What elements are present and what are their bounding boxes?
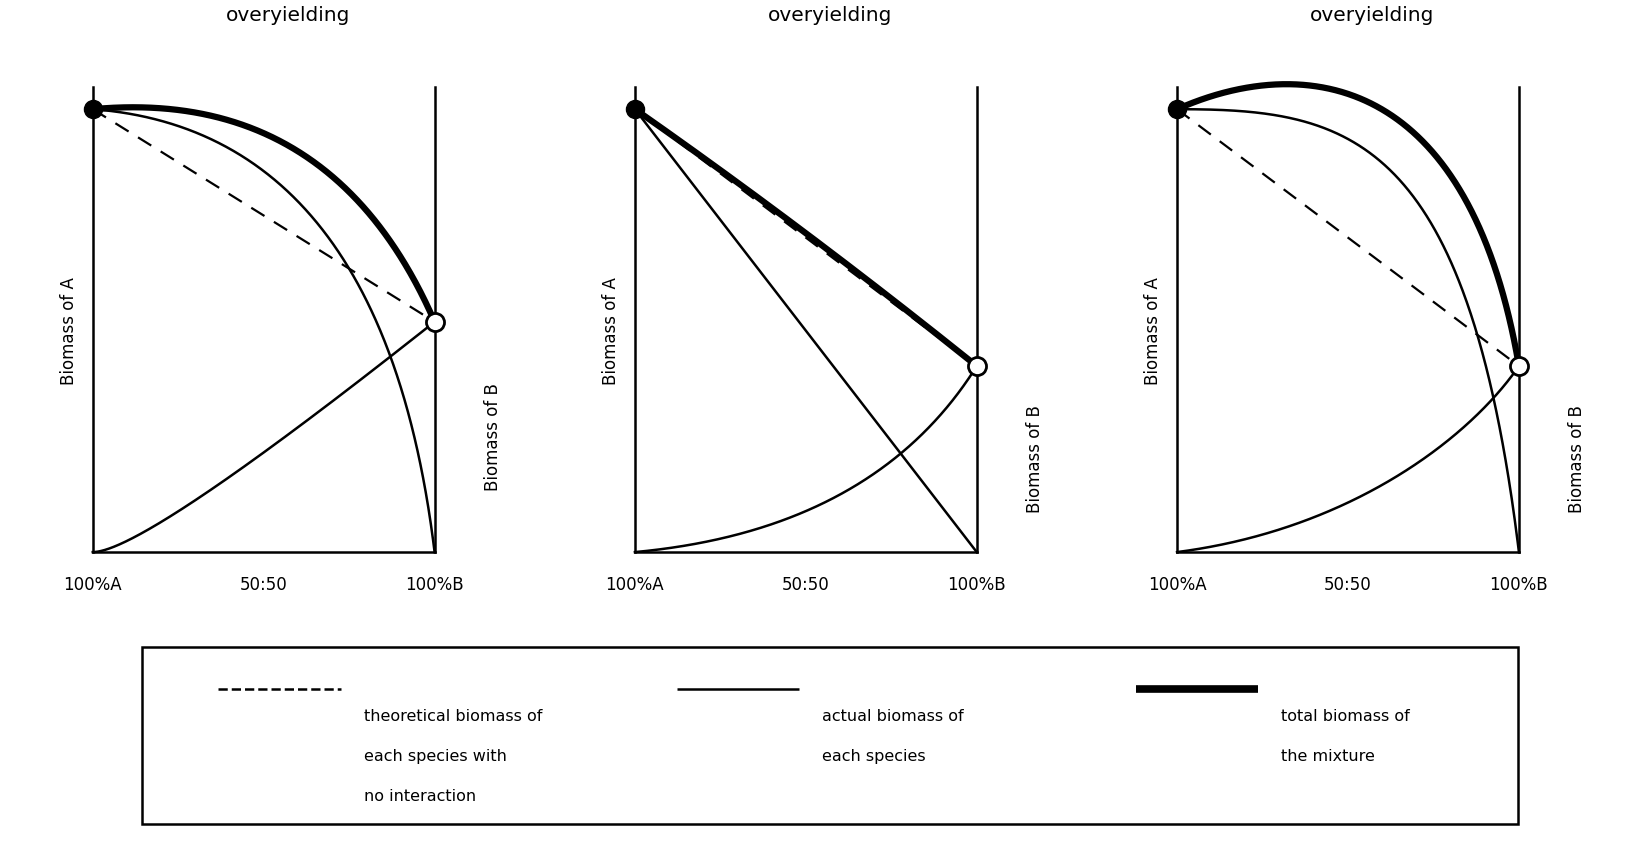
Text: Biomass of A: Biomass of A xyxy=(60,277,78,385)
Text: 100%B: 100%B xyxy=(405,577,464,594)
Text: Biomass of B: Biomass of B xyxy=(1568,405,1586,513)
Text: 100%B: 100%B xyxy=(947,577,1006,594)
Text: 100%A: 100%A xyxy=(605,577,664,594)
Text: 50:50: 50:50 xyxy=(1324,577,1372,594)
Text: Biomass of B: Biomass of B xyxy=(1025,405,1043,513)
Text: 50:50: 50:50 xyxy=(240,577,288,594)
Point xyxy=(790,685,809,695)
Text: Biomass of B: Biomass of B xyxy=(484,383,502,491)
Point xyxy=(330,685,350,695)
Text: total biomass of: total biomass of xyxy=(1280,709,1409,724)
Text: the mixture: the mixture xyxy=(1280,749,1375,765)
Text: no interaction: no interaction xyxy=(363,790,476,804)
Text: 100%A: 100%A xyxy=(64,577,123,594)
Text: actual biomass of: actual biomass of xyxy=(822,709,963,724)
Title: (b) RYT relative
overyielding: (b) RYT relative overyielding xyxy=(752,0,907,25)
Text: Biomass of A: Biomass of A xyxy=(1144,277,1162,385)
Text: theoretical biomass of: theoretical biomass of xyxy=(363,709,541,724)
Point xyxy=(667,685,687,695)
Title: (a) RYM arithmetic
overyielding: (a) RYM arithmetic overyielding xyxy=(195,0,381,25)
Text: Biomass of A: Biomass of A xyxy=(602,277,620,385)
Point xyxy=(1127,685,1146,695)
Text: each species with: each species with xyxy=(363,749,507,765)
Text: each species: each species xyxy=(822,749,925,765)
FancyBboxPatch shape xyxy=(142,647,1517,823)
Title: (c) Transgressive
overyielding: (c) Transgressive overyielding xyxy=(1287,0,1457,25)
Point xyxy=(1248,685,1267,695)
Point xyxy=(209,685,229,695)
Text: 100%B: 100%B xyxy=(1489,577,1548,594)
Text: 50:50: 50:50 xyxy=(782,577,829,594)
Text: 100%A: 100%A xyxy=(1148,577,1207,594)
